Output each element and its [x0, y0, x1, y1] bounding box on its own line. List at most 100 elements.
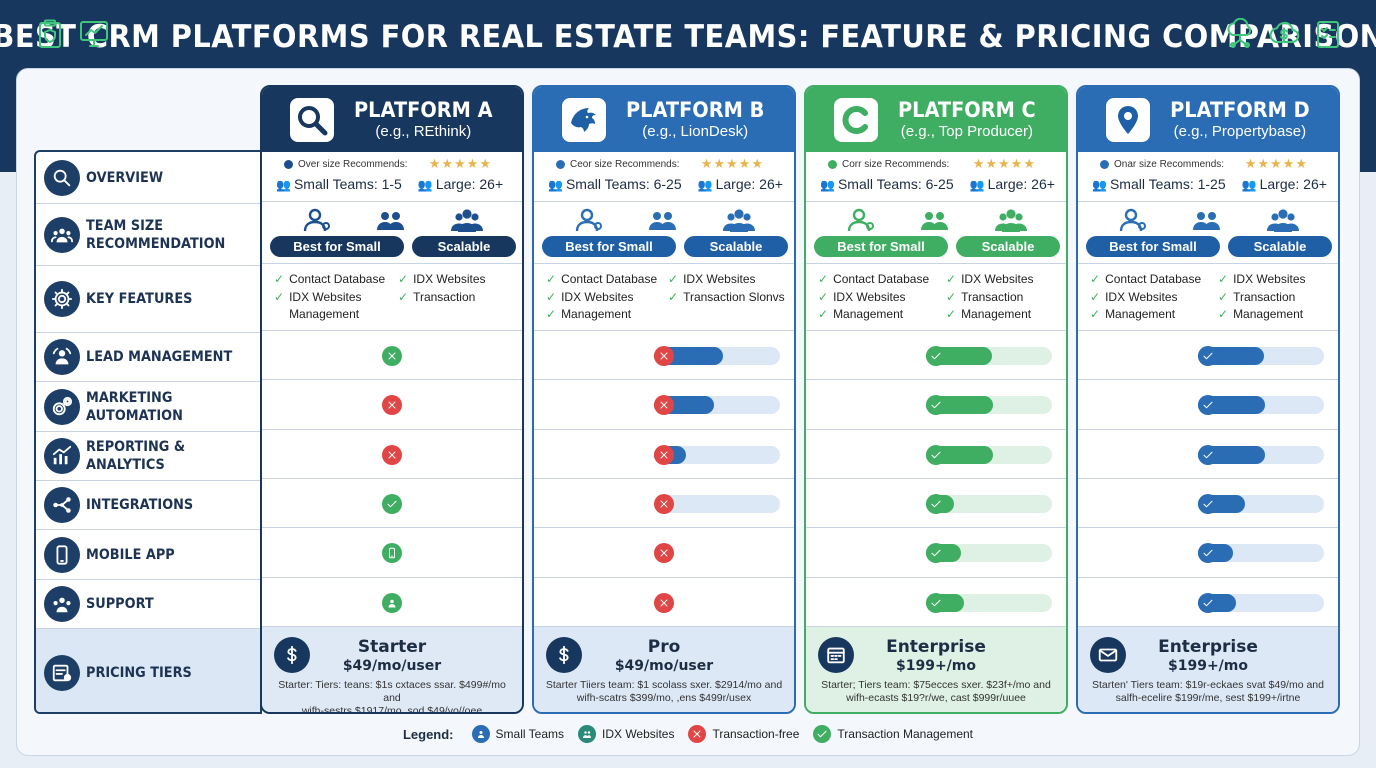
support-cell — [262, 578, 522, 627]
check-icon: ✓ — [546, 307, 557, 321]
dollar-icon — [546, 637, 582, 673]
people-icon: 👥 — [820, 178, 835, 192]
team-size-large-text: Large: 26+ — [715, 176, 783, 192]
row-label-text: LEAD MANAGEMENT — [86, 348, 232, 366]
recommend-dot-icon — [284, 160, 293, 169]
cloud-network-icon — [1224, 17, 1256, 50]
pricing-note: Starten' Tiers team: $19r-eckaes svat $4… — [1088, 679, 1328, 705]
x-icon — [654, 592, 674, 613]
pricing-price: $49/mo/user — [614, 658, 714, 674]
row-label-line: LEAD MANAGEMENT — [86, 349, 233, 365]
check-icon: ✓ — [818, 307, 829, 321]
check-icon: ✓ — [668, 289, 679, 304]
check-icon — [1198, 345, 1218, 366]
x-icon — [654, 444, 674, 465]
best-for-small-badge: Best for Small — [1086, 236, 1220, 257]
pricing-note-line: salfh-ecelire $199r/me, sest $199+/irtne — [1115, 692, 1301, 704]
platform-header: PLATFORM B (e.g., LionDesk) — [534, 87, 794, 152]
row-label-marketing-automation: MARKETING AUTOMATION — [36, 382, 260, 432]
people-icon: 👥 — [417, 178, 433, 192]
integrations-cell — [534, 479, 794, 528]
feature-item: ✓ Management — [546, 306, 657, 324]
team-size-large: 👥 Large: 26+ — [1242, 176, 1327, 192]
mobile-app-cell — [1078, 528, 1338, 578]
feature-item: ✓ Transaction — [398, 289, 486, 307]
team-size-summary: 👥 Small Teams: 6-25 👥 Large: 26+ — [548, 176, 783, 192]
row-label-text: SUPPORT — [86, 595, 154, 613]
gear-icon — [44, 281, 80, 317]
platform-example: (e.g., REthink) — [375, 122, 472, 140]
people-icon: 👥 — [548, 178, 563, 192]
lion-logo-icon — [562, 97, 606, 142]
platform-header: PLATFORM A (e.g., REthink) — [262, 87, 522, 152]
pricing-tier-cell: Enterprise $199+/mo Starter; Tiers team: $… — [806, 627, 1066, 712]
feature-item: ✓ Transaction — [946, 289, 1034, 307]
team-size-large: 👥 Large: 26+ — [418, 176, 503, 192]
overview-cell: Ceor size Recommends: ★★★★★ 👥 Small Teams: … — [534, 150, 794, 202]
pair-icon — [374, 206, 410, 239]
pricing-tier-cell: Starter $49/mo/user Starter: Tiers: teans:… — [262, 627, 522, 712]
person-search-icon — [299, 206, 335, 239]
feature-text: Management — [833, 307, 904, 321]
legend-item-idx-websites: IDX Websites — [577, 725, 675, 743]
rating-bar-track — [654, 494, 780, 513]
row-label-integrations: INTEGRATIONS — [36, 481, 260, 530]
header-icons-left — [34, 18, 110, 50]
feature-text: Contact Database — [833, 272, 930, 286]
row-label-reporting: REPORTING & ANALYTICS — [36, 432, 260, 481]
platform-name: PLATFORM C — [897, 97, 1036, 122]
pair-icon — [918, 206, 954, 239]
reporting-cell — [1078, 430, 1338, 479]
row-label-team-size: TEAM SIZE RECOMMENDATION — [36, 204, 260, 266]
legend-item-x: Transaction-free — [688, 725, 799, 743]
marketing-automation-cell — [806, 380, 1066, 430]
check-icon: ✓ — [946, 307, 957, 321]
legend-label: Transaction Management — [837, 727, 974, 741]
person-search-icon — [1115, 206, 1151, 239]
pricing-note-line: Starter; Tiers team: $75ecces sxer. $23f… — [821, 679, 1051, 691]
scalable-badge: Scalable — [684, 236, 788, 257]
check-icon: ✓ — [1090, 289, 1101, 304]
legend-item-small-teams: Small Teams — [471, 725, 564, 743]
x-icon — [382, 444, 402, 465]
team-size-cell: Best for Small Scalable — [262, 202, 522, 264]
lead-user-icon — [44, 339, 80, 375]
feature-text: Transaction Slonvs — [683, 289, 785, 304]
row-label-line: OVERVIEW — [86, 169, 164, 186]
team-size-large: 👥 Large: 26+ — [970, 176, 1055, 192]
key-features-cell: ✓ Contact Database ✓ IDX Websites ✓ Managemen… — [1078, 264, 1338, 331]
feature-item: ✓ Transaction — [1218, 289, 1306, 307]
feature-item: ✓ Contact Database — [546, 271, 657, 289]
star-rating: ★★★★★ — [428, 156, 492, 171]
platform-column-a: PLATFORM A (e.g., REthink) Over size Recom… — [260, 85, 524, 714]
x-icon — [654, 345, 674, 366]
check-icon: ✓ — [818, 272, 829, 286]
row-label-text: KEY FEATURES — [86, 290, 192, 308]
row-label-pricing: PRICING TIERS — [36, 629, 260, 712]
row-label-line: REPORTING & — [86, 439, 186, 455]
pricing-note-line: Starten' Tiers team: $19r-eckaes svat $4… — [1092, 679, 1324, 691]
row-label-mobile-app: MOBILE APP — [36, 530, 260, 580]
team-size-small: 👥 Small Teams: 1-5 — [276, 176, 402, 192]
feature-text: Management — [561, 307, 632, 321]
team-size-small-text: Small Teams: 1-25 — [1109, 176, 1226, 192]
feature-list-left: ✓ Contact Database ✓ IDX Websites ✓ Managemen… — [1090, 271, 1201, 324]
pricing-price: $49/mo/user — [342, 658, 442, 674]
row-label-text: MARKETING AUTOMATION — [86, 389, 183, 425]
header-icons-right — [1224, 17, 1344, 50]
legend-label: IDX Websites — [601, 727, 675, 741]
pricing-tier-name: Enterprise — [1158, 637, 1258, 657]
row-label-text: PRICING TIERS — [86, 664, 192, 682]
overview-cell: Onar size Recommends: ★★★★★ 👥 Small Teams: … — [1078, 150, 1338, 202]
team-icon — [449, 206, 485, 239]
platform-column-d: PLATFORM D (e.g., Propertybase) Onar size … — [1076, 85, 1340, 714]
person-search-icon — [571, 206, 607, 239]
x-icon — [654, 493, 674, 514]
feature-text: IDX Websites — [961, 272, 1034, 286]
check-icon: ✓ — [398, 272, 409, 286]
legend-item-check: Transaction Management — [813, 725, 973, 743]
feature-text: Transaction — [961, 289, 1024, 304]
integrations-cell — [262, 479, 522, 528]
feature-item: ✓ Management — [1218, 306, 1306, 324]
overview-cell: Corr size Recommends: ★★★★★ 👥 Small Teams: … — [806, 150, 1066, 202]
